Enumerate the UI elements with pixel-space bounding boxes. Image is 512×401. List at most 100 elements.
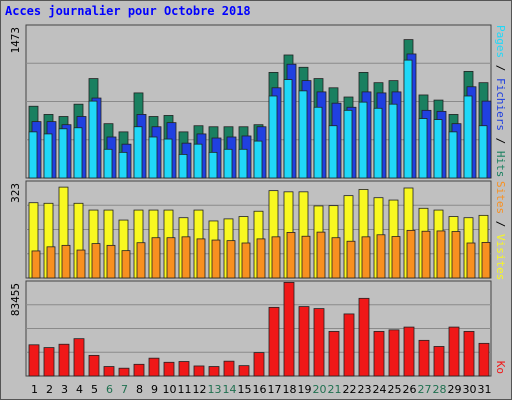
ko-bar — [418, 339, 430, 377]
pages-bar — [313, 106, 323, 179]
sites-bar — [316, 231, 326, 279]
sites-bar — [46, 246, 56, 279]
pages-bar — [343, 109, 353, 179]
ko-bar — [343, 313, 355, 377]
pages-bar — [358, 101, 368, 179]
x-tick-label: 2 — [46, 383, 53, 396]
x-tick-label: 20 — [313, 383, 327, 396]
ko-bar — [283, 281, 295, 377]
pages-bar — [148, 136, 158, 179]
legend-visites: Visites — [494, 234, 507, 280]
legend-separator: / — [494, 131, 507, 151]
sites-bar — [181, 236, 191, 279]
sites-bar — [301, 235, 311, 279]
pages-bar — [373, 107, 383, 179]
x-tick-label: 5 — [91, 383, 98, 396]
y-max-label: 83455 — [9, 283, 22, 316]
x-tick-label: 31 — [478, 383, 492, 396]
ko-bar — [223, 360, 235, 377]
sites-bar — [391, 236, 401, 279]
ko-bar — [328, 331, 340, 377]
pages-bar — [43, 133, 53, 179]
x-tick-label: 9 — [151, 383, 158, 396]
legend-ko: Ko — [494, 361, 507, 374]
sites-bar — [136, 242, 146, 279]
pages-bar — [163, 138, 173, 179]
x-tick-label: 18 — [283, 383, 297, 396]
pages-bar — [268, 95, 278, 179]
legend-pages: Pages — [494, 25, 507, 58]
sites-bar — [466, 242, 476, 279]
x-tick-label: 26 — [403, 383, 417, 396]
legend: Ko — [494, 361, 507, 374]
chart-title: Acces journalier pour Octobre 2018 — [5, 4, 251, 18]
sites-bar — [121, 250, 131, 279]
pages-bar — [238, 148, 248, 179]
pages-bar — [448, 131, 458, 179]
ko-bar — [148, 357, 160, 377]
x-tick-label: 13 — [208, 383, 222, 396]
sites-bar — [256, 238, 266, 279]
sites-bar — [421, 230, 431, 279]
ko-bar — [298, 306, 310, 377]
ko-bar — [358, 297, 370, 377]
ko-bar — [448, 326, 460, 377]
ko-bar — [133, 363, 145, 377]
x-tick-label: 4 — [76, 383, 83, 396]
pages-bar — [433, 119, 443, 179]
y-max-label: 1473 — [9, 27, 22, 54]
x-tick-label: 23 — [358, 383, 372, 396]
sites-bar — [406, 229, 416, 279]
y-max-label: 323 — [9, 183, 22, 203]
x-tick-label: 21 — [328, 383, 342, 396]
pages-bar — [418, 118, 428, 179]
pages-bar — [193, 143, 203, 179]
x-tick-label: 10 — [163, 383, 177, 396]
sites-bar — [346, 240, 356, 279]
sites-bar — [241, 242, 251, 279]
x-tick-label: 22 — [343, 383, 357, 396]
sites-bar — [151, 237, 161, 279]
ko-bar — [208, 366, 220, 377]
sites-bar — [376, 234, 386, 279]
x-tick-label: 19 — [298, 383, 312, 396]
ko-bar — [43, 347, 55, 377]
ko-bar — [193, 365, 205, 377]
ko-bar — [478, 342, 490, 377]
pages-bar — [253, 140, 263, 179]
legend-hits: Hits — [494, 151, 507, 178]
pages-bar — [208, 151, 218, 179]
sites-bar — [361, 236, 371, 279]
sites-bar — [61, 244, 71, 279]
sites-bar — [211, 239, 221, 279]
ko-bar — [313, 308, 325, 377]
ko-bar — [73, 338, 85, 377]
pages-bar — [28, 131, 38, 179]
x-tick-label: 15 — [238, 383, 252, 396]
x-tick-label: 27 — [418, 383, 432, 396]
sites-bar — [481, 242, 491, 279]
ko-bar — [88, 354, 100, 377]
ko-bar — [238, 365, 250, 377]
legend-separator: / — [494, 214, 507, 234]
legend-fichiers: Fichiers — [494, 78, 507, 131]
ko-bar — [163, 361, 175, 377]
x-tick-label: 28 — [433, 383, 447, 396]
ko-bar — [388, 329, 400, 377]
pages-bar — [298, 90, 308, 179]
sites-bar — [166, 237, 176, 279]
pages-bar — [223, 148, 233, 179]
ko-bar — [58, 343, 70, 377]
pages-bar — [478, 125, 488, 179]
sites-bar — [106, 244, 116, 279]
x-tick-label: 24 — [373, 383, 387, 396]
legend-separator: / — [494, 58, 507, 78]
x-tick-label: 16 — [253, 383, 267, 396]
legend-sites: Sites — [494, 181, 507, 214]
sites-bar — [286, 232, 296, 279]
x-tick-label: 30 — [463, 383, 477, 396]
pages-bar — [133, 126, 143, 179]
ko-bar — [268, 306, 280, 377]
ko-bar — [373, 331, 385, 377]
pages-bar — [463, 95, 473, 179]
